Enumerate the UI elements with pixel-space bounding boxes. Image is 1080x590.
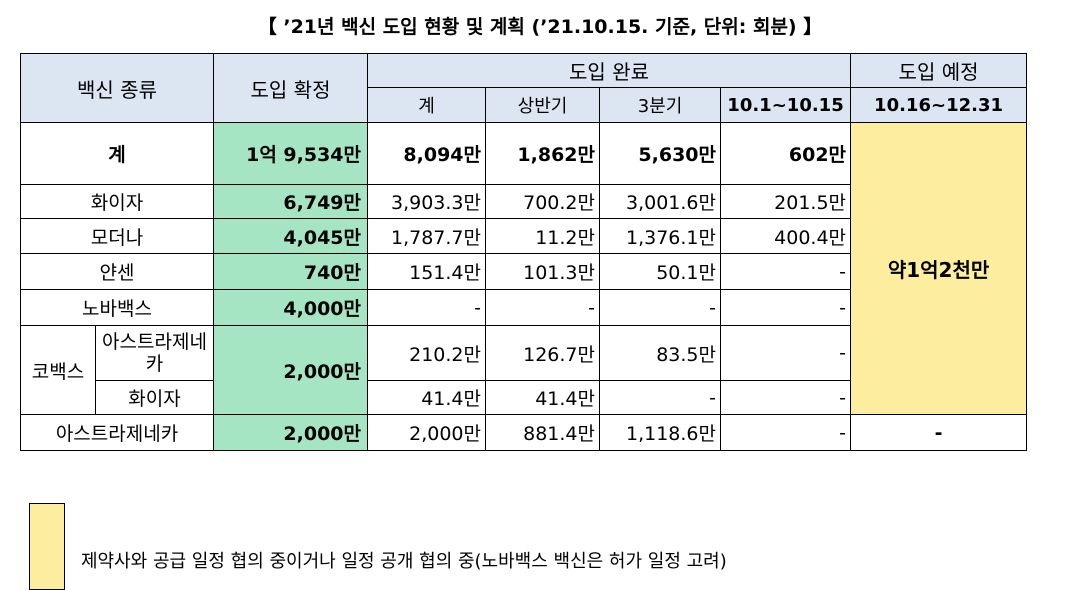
table-row: 노바백스 4,000만 - - - - <box>20 289 1027 326</box>
confirmed-cell: 740만 <box>213 253 368 290</box>
subheader-planned: 10.16~12.31 <box>850 87 1028 123</box>
oct-cell: - <box>719 289 852 326</box>
header-vaccine-type: 백신 종류 <box>20 53 214 123</box>
completed-total-cell: 2,000만 <box>367 414 486 451</box>
q3-cell: 1,376.1만 <box>599 218 721 254</box>
oct-cell: - <box>719 380 852 415</box>
completed-total-cell: - <box>367 289 486 326</box>
completed-total-cell: 151.4만 <box>367 253 486 290</box>
confirmed-cell: 4,045만 <box>213 218 368 254</box>
oct-cell: 201.5만 <box>719 184 852 219</box>
oct-cell: 602만 <box>719 122 852 185</box>
q3-cell: - <box>599 289 721 326</box>
completed-total-cell: 41.4만 <box>367 380 486 415</box>
planned-cell: - <box>850 414 1028 451</box>
header-completed: 도입 완료 <box>366 53 852 88</box>
q3-cell: 1,118.6만 <box>599 414 721 451</box>
subheader-total: 계 <box>367 87 486 123</box>
table-row: 얀센 740만 151.4만 101.3만 50.1만 - <box>20 253 1027 290</box>
header-confirmed: 도입 확정 <box>213 53 368 123</box>
row-name: 계 <box>20 122 214 185</box>
legend-color-swatch <box>29 503 65 590</box>
oct-cell: - <box>719 414 852 451</box>
h1-cell: 881.4만 <box>485 414 600 451</box>
table-row-total: 계 1억 9,534만 8,094만 1,862만 5,630만 602만 약1… <box>20 122 1028 415</box>
row-name: 화이자 <box>20 184 214 219</box>
q3-cell: 3,001.6만 <box>599 184 721 219</box>
row-name: 아스트라제네카 <box>95 325 214 381</box>
h1-cell: 11.2만 <box>485 218 600 254</box>
subheader-q3: 3분기 <box>599 87 721 123</box>
h1-cell: 1,862만 <box>485 122 600 185</box>
h1-cell: 126.7만 <box>485 325 600 381</box>
h1-cell: - <box>485 289 600 326</box>
oct-cell: - <box>719 253 852 290</box>
row-name: 화이자 <box>95 380 214 415</box>
oct-cell: - <box>719 325 852 381</box>
confirmed-cell: 2,000만 <box>213 414 368 451</box>
q3-cell: 83.5만 <box>599 325 721 381</box>
q3-cell: - <box>599 380 721 415</box>
header-planned: 도입 예정 <box>850 53 1028 88</box>
completed-total-cell: 1,787.7만 <box>367 218 486 254</box>
confirmed-cell: 4,000만 <box>213 289 368 326</box>
h1-cell: 700.2만 <box>485 184 600 219</box>
confirmed-cell: 1억 9,534만 <box>213 122 368 185</box>
subheader-oct: 10.1~10.15 <box>719 87 852 123</box>
completed-total-cell: 8,094만 <box>367 122 486 185</box>
legend-text: 제약사와 공급 일정 협의 중이거나 일정 공개 협의 중(노바백스 백신은 허… <box>81 551 727 572</box>
completed-total-cell: 3,903.3만 <box>367 184 486 219</box>
oct-cell: 400.4만 <box>719 218 852 254</box>
h1-cell: 41.4만 <box>485 380 600 415</box>
planned-total-cell: 약1억2천만 <box>850 122 1028 415</box>
table-row: 코백스 아스트라제네카 2,000만 210.2만 126.7만 83.5만 - <box>20 325 1027 415</box>
table-title: 【 ’21년 백신 도입 현황 및 계획 (’21.10.15. 기준, 단위:… <box>257 16 823 38</box>
vaccine-table: 백신 종류 도입 확정 도입 완료 도입 예정 계 상반기 3분기 10.1~1… <box>20 53 1028 451</box>
covax-group-cell: 코백스 <box>20 325 96 415</box>
table-row: 아스트라제네카 2,000만 2,000만 881.4만 1,118.6만 - … <box>20 414 1028 451</box>
q3-cell: 5,630만 <box>599 122 721 185</box>
row-name: 노바백스 <box>20 289 214 326</box>
confirmed-cell: 2,000만 <box>213 325 368 415</box>
row-name: 얀센 <box>20 253 214 290</box>
q3-cell: 50.1만 <box>599 253 721 290</box>
table-row: 화이자 6,749만 3,903.3만 700.2만 3,001.6만 201.… <box>20 184 1027 219</box>
table-row: 모더나 4,045만 1,787.7만 11.2만 1,376.1만 400.4… <box>20 218 1027 254</box>
subheader-h1: 상반기 <box>485 87 600 123</box>
confirmed-cell: 6,749만 <box>213 184 368 219</box>
row-name: 모더나 <box>20 218 214 254</box>
row-name: 아스트라제네카 <box>20 414 214 451</box>
completed-total-cell: 210.2만 <box>367 325 486 381</box>
h1-cell: 101.3만 <box>485 253 600 290</box>
